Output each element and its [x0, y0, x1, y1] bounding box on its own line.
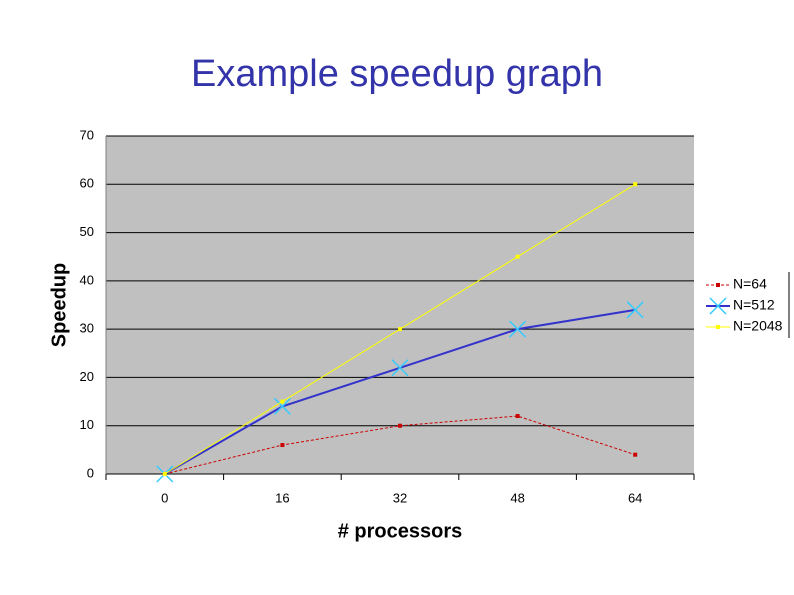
data-point [391, 359, 409, 377]
data-point [280, 399, 285, 404]
x-tick-label: 48 [510, 490, 524, 505]
data-point [626, 301, 644, 319]
y-tick-label: 60 [80, 176, 94, 191]
x-axis-label: # processors [338, 520, 463, 542]
y-tick-label: 40 [80, 272, 94, 287]
y-tick-label: 70 [80, 127, 94, 142]
y-tick-label: 0 [87, 465, 94, 480]
legend-label: N=512 [733, 297, 775, 313]
legend-marker [716, 325, 720, 329]
data-point [280, 443, 285, 448]
y-tick-label: 50 [80, 224, 94, 239]
legend-marker [709, 297, 727, 315]
legend-marker [716, 283, 720, 287]
x-tick-label: 0 [161, 490, 168, 505]
y-tick-label: 10 [80, 417, 94, 432]
legend-label: N=64 [733, 276, 767, 292]
y-tick-label: 20 [80, 369, 94, 384]
data-point [515, 254, 520, 259]
data-point [633, 452, 638, 457]
x-tick-label: 32 [393, 490, 407, 505]
y-axis-label: Speedup [48, 263, 70, 347]
data-point [515, 414, 520, 419]
data-point [509, 320, 527, 338]
y-tick-label: 30 [80, 321, 94, 336]
plot-area [106, 136, 694, 474]
data-point [633, 182, 638, 187]
chart-title: Example speedup graph [191, 53, 603, 95]
legend-label: N=2048 [733, 318, 783, 334]
x-tick-label: 64 [628, 490, 642, 505]
x-tick-label: 16 [275, 490, 289, 505]
data-point [162, 472, 167, 476]
data-point [398, 423, 402, 428]
data-point [398, 327, 402, 332]
data-point [273, 397, 291, 415]
